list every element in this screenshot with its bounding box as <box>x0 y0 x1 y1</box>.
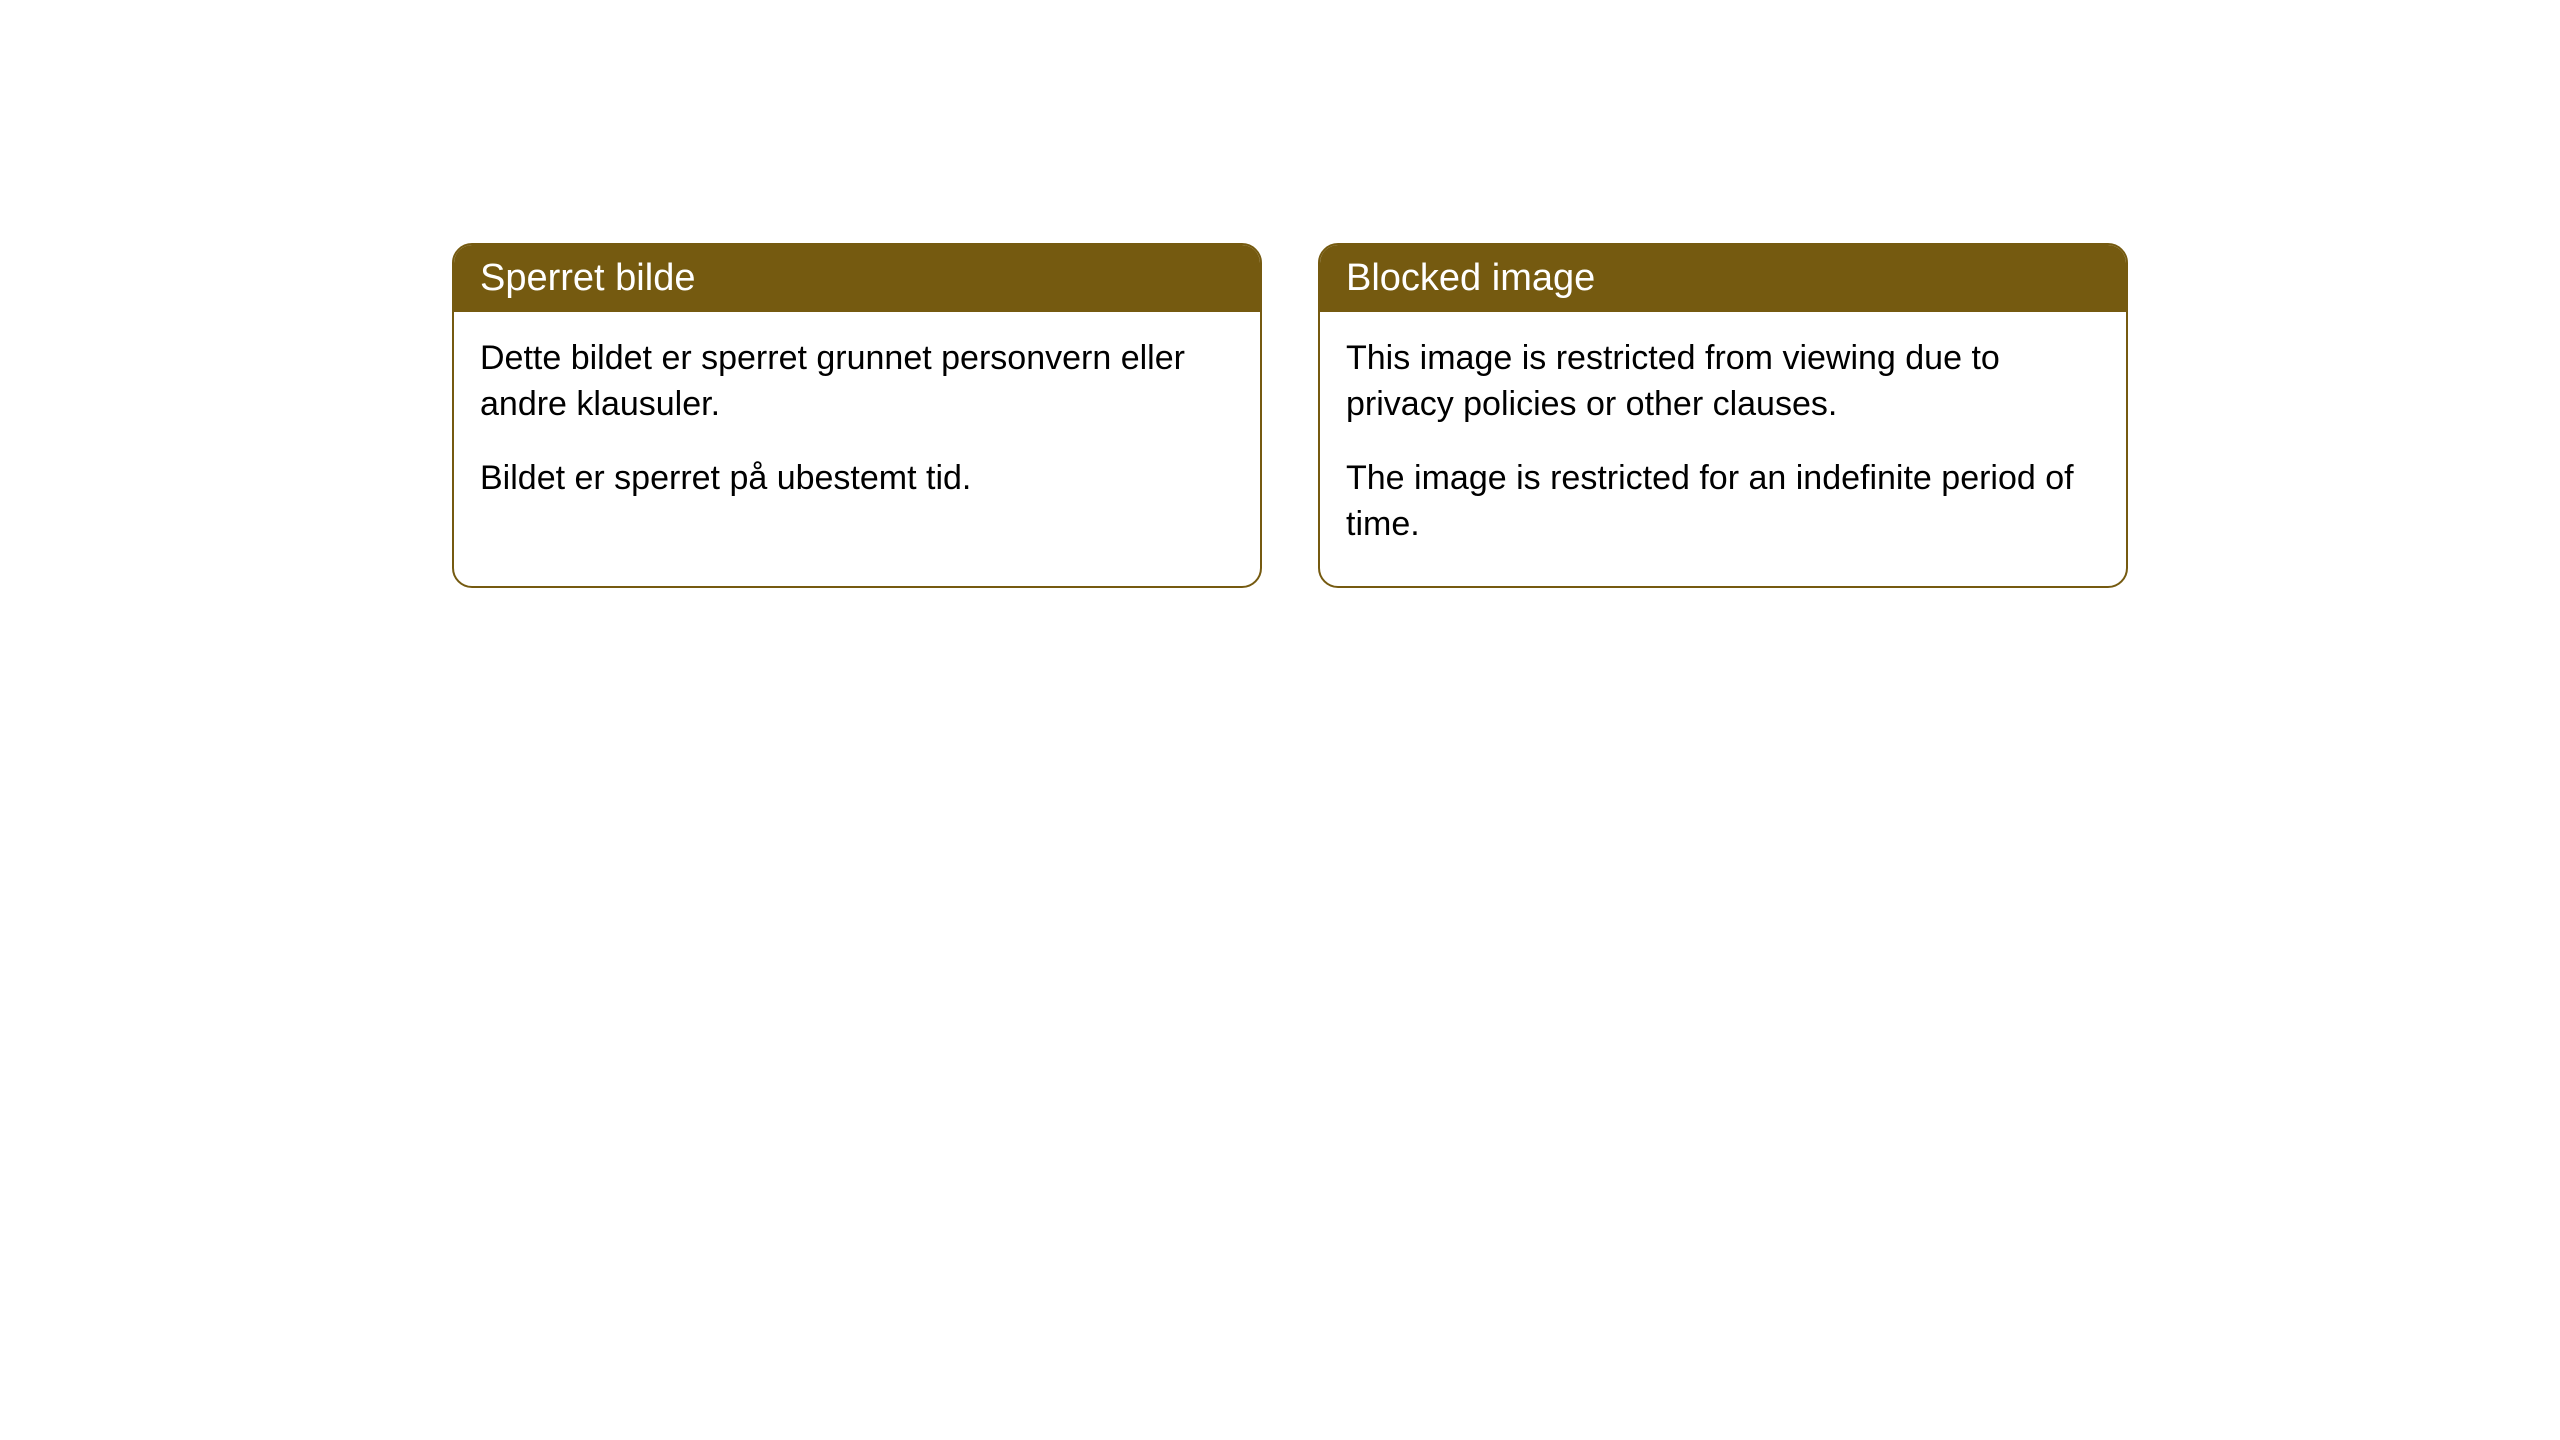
card-body-en: This image is restricted from viewing du… <box>1320 312 2126 586</box>
card-title-en: Blocked image <box>1320 245 2126 312</box>
card-title-no: Sperret bilde <box>454 245 1260 312</box>
card-body-no: Dette bildet er sperret grunnet personve… <box>454 312 1260 540</box>
blocked-image-card-en: Blocked image This image is restricted f… <box>1318 243 2128 588</box>
card-paragraph-1-en: This image is restricted from viewing du… <box>1346 336 2100 428</box>
cards-container: Sperret bilde Dette bildet er sperret gr… <box>0 0 2560 588</box>
card-paragraph-1-no: Dette bildet er sperret grunnet personve… <box>480 336 1234 428</box>
card-paragraph-2-en: The image is restricted for an indefinit… <box>1346 456 2100 548</box>
card-paragraph-2-no: Bildet er sperret på ubestemt tid. <box>480 456 1234 502</box>
blocked-image-card-no: Sperret bilde Dette bildet er sperret gr… <box>452 243 1262 588</box>
